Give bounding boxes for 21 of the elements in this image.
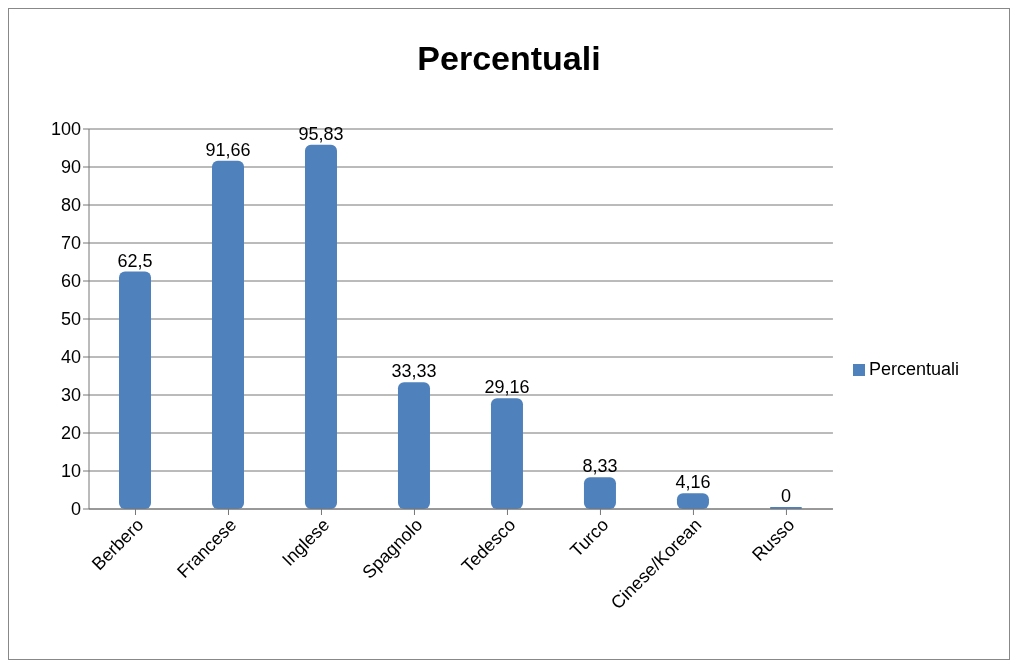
y-tick-label: 30: [60, 385, 81, 406]
data-label: 8,33: [582, 456, 618, 477]
data-label: 33,33: [391, 361, 437, 382]
y-tick-label: 70: [60, 233, 81, 254]
y-tick-label: 80: [60, 195, 81, 216]
y-tick-label: 100: [50, 119, 81, 140]
y-tick-label: 50: [60, 309, 81, 330]
y-tick-label: 90: [60, 157, 81, 178]
data-label: 95,83: [298, 123, 344, 144]
data-label: 0: [780, 486, 791, 506]
y-tick-label: 0: [70, 499, 81, 520]
data-label: 4,16: [675, 472, 711, 493]
y-tick-label: 60: [60, 271, 81, 292]
y-tick-label: 40: [60, 347, 81, 368]
data-label: 29,16: [484, 377, 530, 398]
y-tick-label: 20: [60, 423, 81, 444]
chart-title: Percentuali: [416, 38, 602, 79]
y-tick-label: 10: [60, 461, 81, 482]
legend-label: Percentuali: [868, 358, 959, 379]
data-label: 62,5: [117, 250, 153, 271]
data-label: 91,66: [205, 139, 251, 160]
